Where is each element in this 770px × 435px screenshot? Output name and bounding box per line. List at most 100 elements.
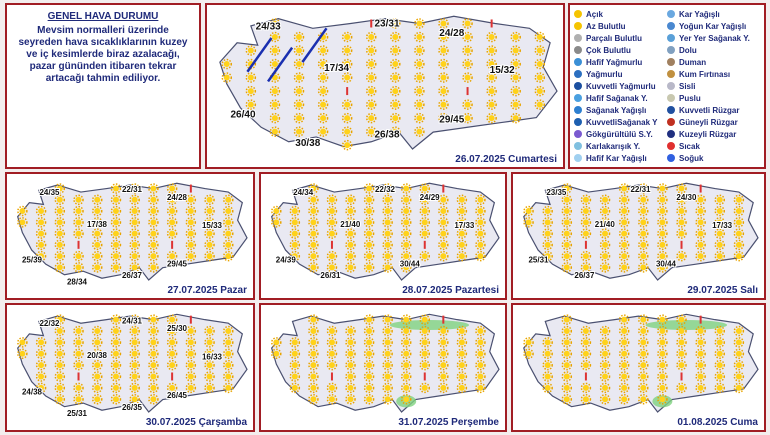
sun-rays (657, 382, 668, 394)
sun (477, 350, 484, 357)
weather-icon (35, 348, 47, 360)
weather-icon (54, 337, 66, 348)
sun (112, 362, 119, 369)
sun (544, 362, 551, 369)
sun (421, 362, 428, 369)
weather-icon (400, 194, 412, 206)
weather-icon (561, 183, 573, 194)
weather-icon (419, 337, 431, 348)
sun-rays (166, 325, 178, 337)
temperature: 16/33 (202, 352, 223, 361)
weather-icon (289, 217, 301, 228)
sun (602, 253, 609, 260)
sun (421, 196, 428, 203)
sun-rays (638, 382, 649, 394)
weather-icon (185, 239, 197, 251)
legend-item: Az Bulutlu (574, 20, 667, 32)
weather-icon (490, 19, 493, 28)
sun (621, 373, 628, 380)
heat-icon (423, 372, 426, 381)
weather-icon (733, 239, 745, 251)
sun-rays (638, 393, 649, 405)
sun-rays (308, 205, 319, 217)
sun-rays (317, 58, 329, 70)
sun-rays (534, 45, 546, 56)
weather-icon (695, 371, 706, 382)
sun (697, 362, 704, 369)
weather-icon (618, 262, 630, 273)
weather-icon (110, 217, 122, 228)
sun (544, 241, 551, 248)
sun (75, 208, 82, 215)
sun-rays (129, 262, 140, 273)
weather-icon (245, 72, 257, 83)
sun (187, 230, 194, 237)
sun (368, 128, 375, 135)
weather-icon (166, 382, 178, 394)
weather-icon (308, 382, 319, 394)
sun-rays (204, 239, 215, 251)
weather-icon (475, 371, 486, 382)
sun-rays (308, 371, 319, 382)
weather-icon (91, 250, 103, 262)
sun-rays (223, 337, 234, 348)
sun-rays (657, 262, 668, 273)
weather-icon (185, 348, 197, 360)
legend-icon (574, 142, 582, 150)
weather-icon (561, 337, 573, 348)
weather-icon (185, 382, 197, 394)
sun-rays (363, 205, 375, 217)
weather-icon (390, 112, 401, 124)
weather-icon (185, 337, 197, 348)
sun (112, 230, 119, 237)
country-outline (523, 182, 759, 281)
sun-rays (695, 337, 706, 348)
sun (621, 384, 628, 391)
weather-icon (269, 85, 281, 97)
weather-icon (419, 314, 431, 325)
sun (403, 373, 410, 380)
weather-icon (580, 382, 592, 394)
weather-icon (110, 382, 122, 394)
sun-rays (269, 99, 281, 110)
sun (440, 241, 447, 248)
sun-rays (599, 337, 611, 348)
sun (582, 196, 589, 203)
sun (582, 384, 589, 391)
weather-icon (308, 217, 319, 228)
sun (384, 362, 391, 369)
heat-icon (330, 240, 333, 249)
weather-icon (363, 183, 375, 194)
weather-icon (148, 337, 159, 348)
sun-rays (618, 382, 630, 394)
weather-icon (365, 31, 377, 43)
weather-icon (419, 325, 431, 337)
weather-icon (733, 337, 745, 348)
legend-item: Dolu (667, 44, 760, 56)
weather-icon (110, 325, 122, 337)
sun (169, 219, 176, 226)
sun-rays (599, 393, 611, 405)
sun (421, 316, 428, 323)
sun-rays (462, 112, 473, 124)
weather-icon (462, 18, 473, 29)
weather-icon (510, 85, 521, 97)
sun (640, 208, 647, 215)
weather-icon (676, 359, 687, 371)
sun (403, 339, 410, 346)
sun-rays (17, 348, 28, 360)
sun-rays (580, 228, 592, 239)
sun (94, 196, 101, 203)
weather-icon (345, 262, 356, 273)
sun-rays (542, 348, 553, 360)
weather-icon (341, 99, 353, 110)
weather-icon (657, 217, 668, 228)
weather-icon (345, 239, 356, 251)
weather-icon (382, 325, 393, 337)
sun-rays (166, 382, 178, 394)
weather-icon (475, 325, 486, 337)
sun (366, 362, 373, 369)
heat-icon (680, 240, 683, 249)
weather-icon (695, 239, 706, 251)
sun (440, 339, 447, 346)
